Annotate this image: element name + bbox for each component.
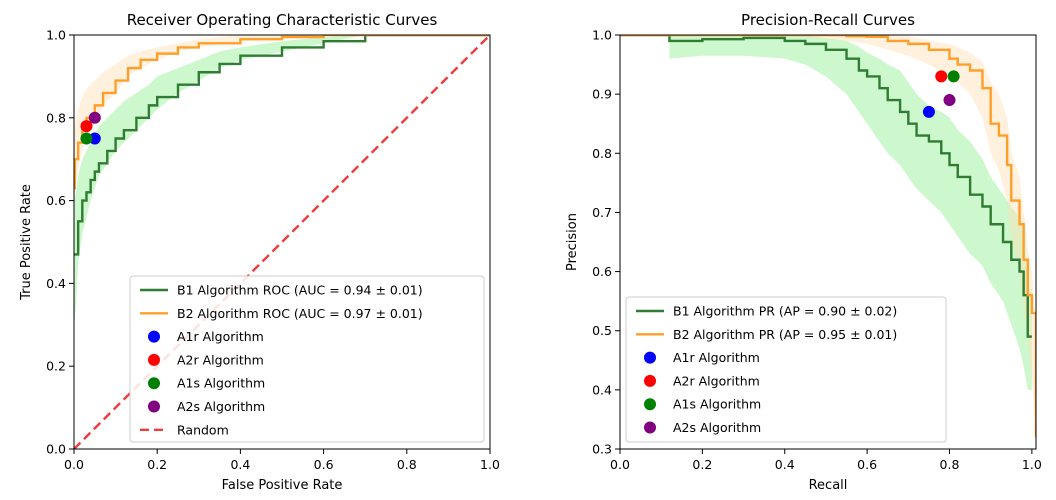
plot-area: [74, 35, 490, 449]
series-2-line: [620, 35, 1036, 438]
legend-box: [129, 275, 485, 443]
x-tick-label: 0.4: [775, 457, 795, 472]
legend-label-series-2: B2 Algorithm ROC (AUC = 0.97 ± 0.01): [177, 306, 423, 321]
x-tick-label: 0.6: [314, 457, 334, 472]
y-tick-label: 0.7: [592, 205, 612, 220]
legend-label-a1s: A1s Algorithm: [673, 397, 761, 412]
series-1-line: [620, 35, 1032, 338]
point-a1s: [947, 70, 960, 83]
legend-label-series-2: B2 Algorithm PR (AP = 0.95 ± 0.01): [673, 327, 897, 342]
legend-label-a1s: A1s Algorithm: [177, 376, 265, 391]
y-tick-label: 0.4: [46, 276, 66, 291]
legend-marker-a2s: [148, 400, 160, 413]
y-tick-label: 0.9: [592, 87, 612, 102]
axes-frame: [619, 34, 1037, 450]
series-1-line: [74, 35, 490, 256]
point-a2r: [80, 120, 93, 133]
legend-label-a1r: A1r Algorithm: [177, 329, 264, 344]
x-tick-label: 0.8: [397, 457, 417, 472]
x-tick-label: 1.0: [1022, 457, 1042, 472]
y-tick-label: 0.0: [46, 442, 66, 457]
x-tick-label: 0.4: [230, 457, 250, 472]
y-tick-label: 0.8: [592, 146, 612, 161]
y-tick-label: 1.0: [592, 28, 612, 43]
legend-label-series-1: B1 Algorithm PR (AP = 0.90 ± 0.02): [673, 304, 897, 319]
x-tick-label: 0.8: [940, 457, 960, 472]
y-axis-label: Precision: [565, 213, 580, 271]
legend-marker-a2s: [644, 421, 656, 434]
x-tick-label: 1.0: [480, 457, 500, 472]
legend-label-series-1: B1 Algorithm ROC (AUC = 0.94 ± 0.01): [177, 283, 423, 298]
legend-label-a1r: A1r Algorithm: [673, 350, 760, 365]
legend-marker-a1r: [148, 330, 160, 343]
y-tick-label: 0.6: [46, 193, 66, 208]
legend: B1 Algorithm ROC (AUC = 0.94 ± 0.01) B2 A…: [129, 275, 485, 443]
y-tick-label: 0.5: [592, 323, 612, 338]
point-a1r: [88, 132, 101, 145]
pr-chart-panel: 0.0 0.2 0.4 0.6 0.8 1.0 0.3 0.4 0.5 0.6 0.7 0.8 0.9 1…: [565, 11, 1042, 493]
chart-title: Precision-Recall Curves: [741, 11, 915, 29]
legend-marker-a2r: [644, 374, 656, 387]
y-tick-label: 0.8: [46, 110, 66, 125]
legend-label-a2s: A2s Algorithm: [673, 420, 761, 435]
x-tick-label: 0.0: [610, 457, 630, 472]
legend-label-a2r: A2r Algorithm: [177, 352, 264, 367]
legend-label-a2r: A2r Algorithm: [673, 373, 760, 388]
y-tick-label: 0.3: [592, 442, 612, 457]
legend-marker-a2r: [148, 353, 160, 366]
y-tick-label: 0.6: [592, 264, 612, 279]
roc-chart-panel: 0.0 0.2 0.4 0.6 0.8 1.0 0.0 0.2 0.4 0.6 0.8 1.0 Rece…: [19, 11, 500, 493]
point-a1s: [80, 132, 93, 145]
legend-label-a2s: A2s Algorithm: [177, 399, 265, 414]
plot-area: [620, 35, 1036, 438]
point-a2r: [935, 70, 948, 83]
legend: B1 Algorithm PR (AP = 0.90 ± 0.02) B2 Alg…: [625, 296, 947, 443]
x-tick-label: 0.0: [64, 457, 84, 472]
y-tick-label: 1.0: [46, 28, 66, 43]
y-axis-label: True Positive Rate: [19, 184, 34, 301]
y-tick-label: 0.2: [46, 359, 66, 374]
x-tick-label: 0.2: [692, 457, 712, 472]
point-a2s: [88, 111, 101, 124]
axes-frame: [73, 34, 491, 450]
y-tick-label: 0.4: [592, 382, 612, 397]
legend-marker-a1s: [148, 377, 160, 390]
point-a1r: [922, 105, 935, 118]
series-1-confidence-band: [620, 35, 1032, 390]
x-axis-label: Recall: [809, 478, 848, 493]
x-tick-label: 0.2: [147, 457, 167, 472]
legend-marker-a1r: [644, 351, 656, 364]
legend-box: [625, 296, 947, 443]
x-tick-label: 0.6: [857, 457, 877, 472]
chart-title: Receiver Operating Characteristic Curves: [127, 11, 438, 29]
legend-marker-a1s: [644, 398, 656, 411]
point-a2s: [943, 94, 956, 107]
legend-label-random: Random: [177, 422, 229, 437]
x-axis-label: False Positive Rate: [222, 478, 343, 493]
